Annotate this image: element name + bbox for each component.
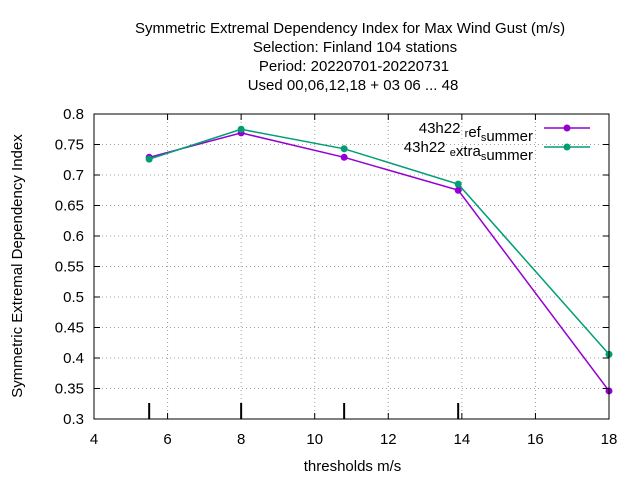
y-tick-label: 0.7 (63, 167, 84, 184)
y-tick-label: 0.3 (63, 411, 84, 428)
y-tick-label: 0.75 (55, 137, 84, 154)
y-axis-label: Symmetric Extremal Dependency Index (9, 134, 26, 398)
x-tick-label: 18 (601, 431, 618, 448)
y-tick-label: 0.55 (55, 259, 84, 276)
x-axis-label: thresholds m/s (304, 458, 402, 475)
data-point (340, 145, 348, 153)
y-tick-label: 0.8 (63, 106, 84, 123)
data-point (237, 125, 245, 133)
legend-label: 43h22 refsummer (419, 120, 533, 145)
legend-marker (563, 124, 571, 132)
data-point (454, 180, 462, 188)
x-tick-label: 6 (163, 431, 171, 448)
x-tick-label: 12 (380, 431, 397, 448)
series-1 (145, 129, 613, 395)
series-2 (145, 125, 613, 358)
x-tick-label: 4 (90, 431, 98, 448)
data-point (340, 153, 348, 161)
y-tick-label: 0.4 (63, 350, 84, 367)
series-lines (145, 125, 613, 395)
axis-ticks: 4 6 8 10 12 14 16 18 0.3 0.35 0.4 0.45 0.5 0.55 0.6 0.6… (55, 106, 618, 448)
legend-item-2: 43h22 extrasummer (404, 139, 590, 164)
y-tick-label: 0.65 (55, 198, 84, 215)
title-line-4: Used 00,06,12,18 + 03 06 ... 48 (248, 77, 459, 94)
title-line-1: Symmetric Extremal Dependency Index for … (135, 20, 565, 37)
data-point (454, 186, 462, 194)
y-tick-label: 0.45 (55, 320, 84, 337)
title-line-2: Selection: Finland 104 stations (253, 39, 457, 56)
series-line (148, 128, 610, 355)
x-tick-label: 14 (454, 431, 471, 448)
chart-title: Symmetric Extremal Dependency Index for … (135, 20, 565, 94)
y-tick-label: 0.35 (55, 381, 84, 398)
x-tick-label: 16 (527, 431, 544, 448)
legend-marker (563, 143, 571, 151)
data-point (145, 155, 153, 163)
legend-item-1: 43h22 refsummer (419, 120, 590, 145)
y-tick-label: 0.5 (63, 289, 84, 306)
x-tick-label: 10 (306, 431, 323, 448)
grid (94, 114, 609, 419)
series-line (149, 132, 610, 392)
legend-label: 43h22 extrasummer (404, 139, 533, 164)
threshold-markers (148, 403, 460, 419)
x-tick-label: 8 (237, 431, 245, 448)
title-line-3: Period: 20220701-20220731 (259, 58, 449, 75)
y-tick-label: 0.6 (63, 228, 84, 245)
